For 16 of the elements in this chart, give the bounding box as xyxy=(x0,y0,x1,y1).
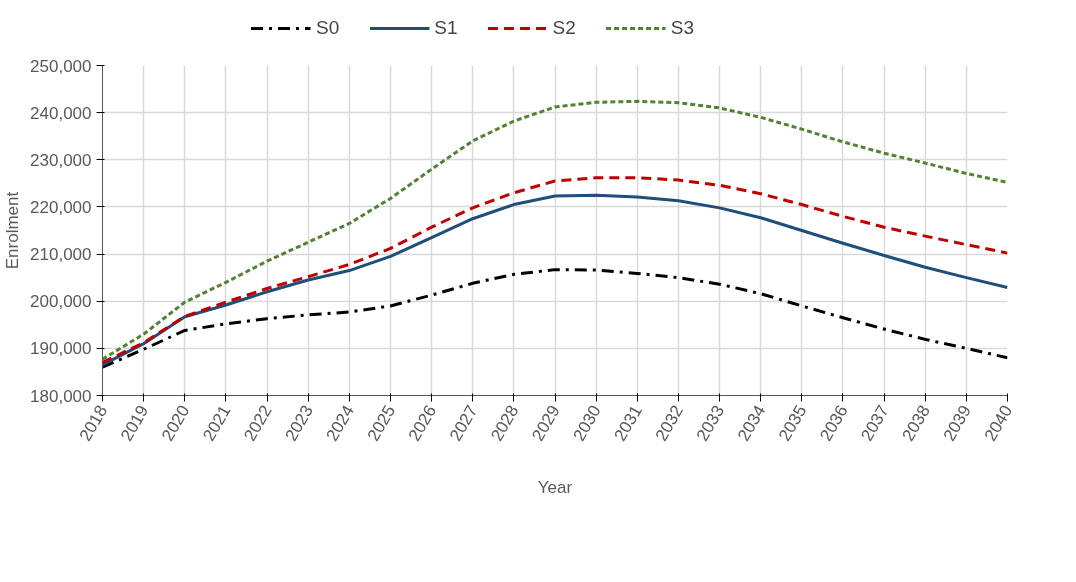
y-tick-label: 190,000 xyxy=(30,339,92,359)
line-series xyxy=(102,99,1008,361)
y-tick-label: 200,000 xyxy=(30,292,92,312)
y-tick-label: 250,000 xyxy=(30,56,92,76)
legend-label: S1 xyxy=(434,16,458,39)
y-tick-label: 230,000 xyxy=(30,150,92,170)
y-tick-label: 240,000 xyxy=(30,103,92,123)
legend-label: S3 xyxy=(670,16,694,39)
y-tick-label: 220,000 xyxy=(30,197,92,217)
line-series xyxy=(102,268,1008,369)
x-axis-title: Year xyxy=(537,478,573,498)
legend-label: S2 xyxy=(552,16,576,39)
legend-label: S0 xyxy=(315,16,340,39)
y-axis-title: Enrolment xyxy=(3,191,23,270)
y-tick-label: 180,000 xyxy=(30,386,92,406)
y-tick-label: 210,000 xyxy=(30,245,92,265)
